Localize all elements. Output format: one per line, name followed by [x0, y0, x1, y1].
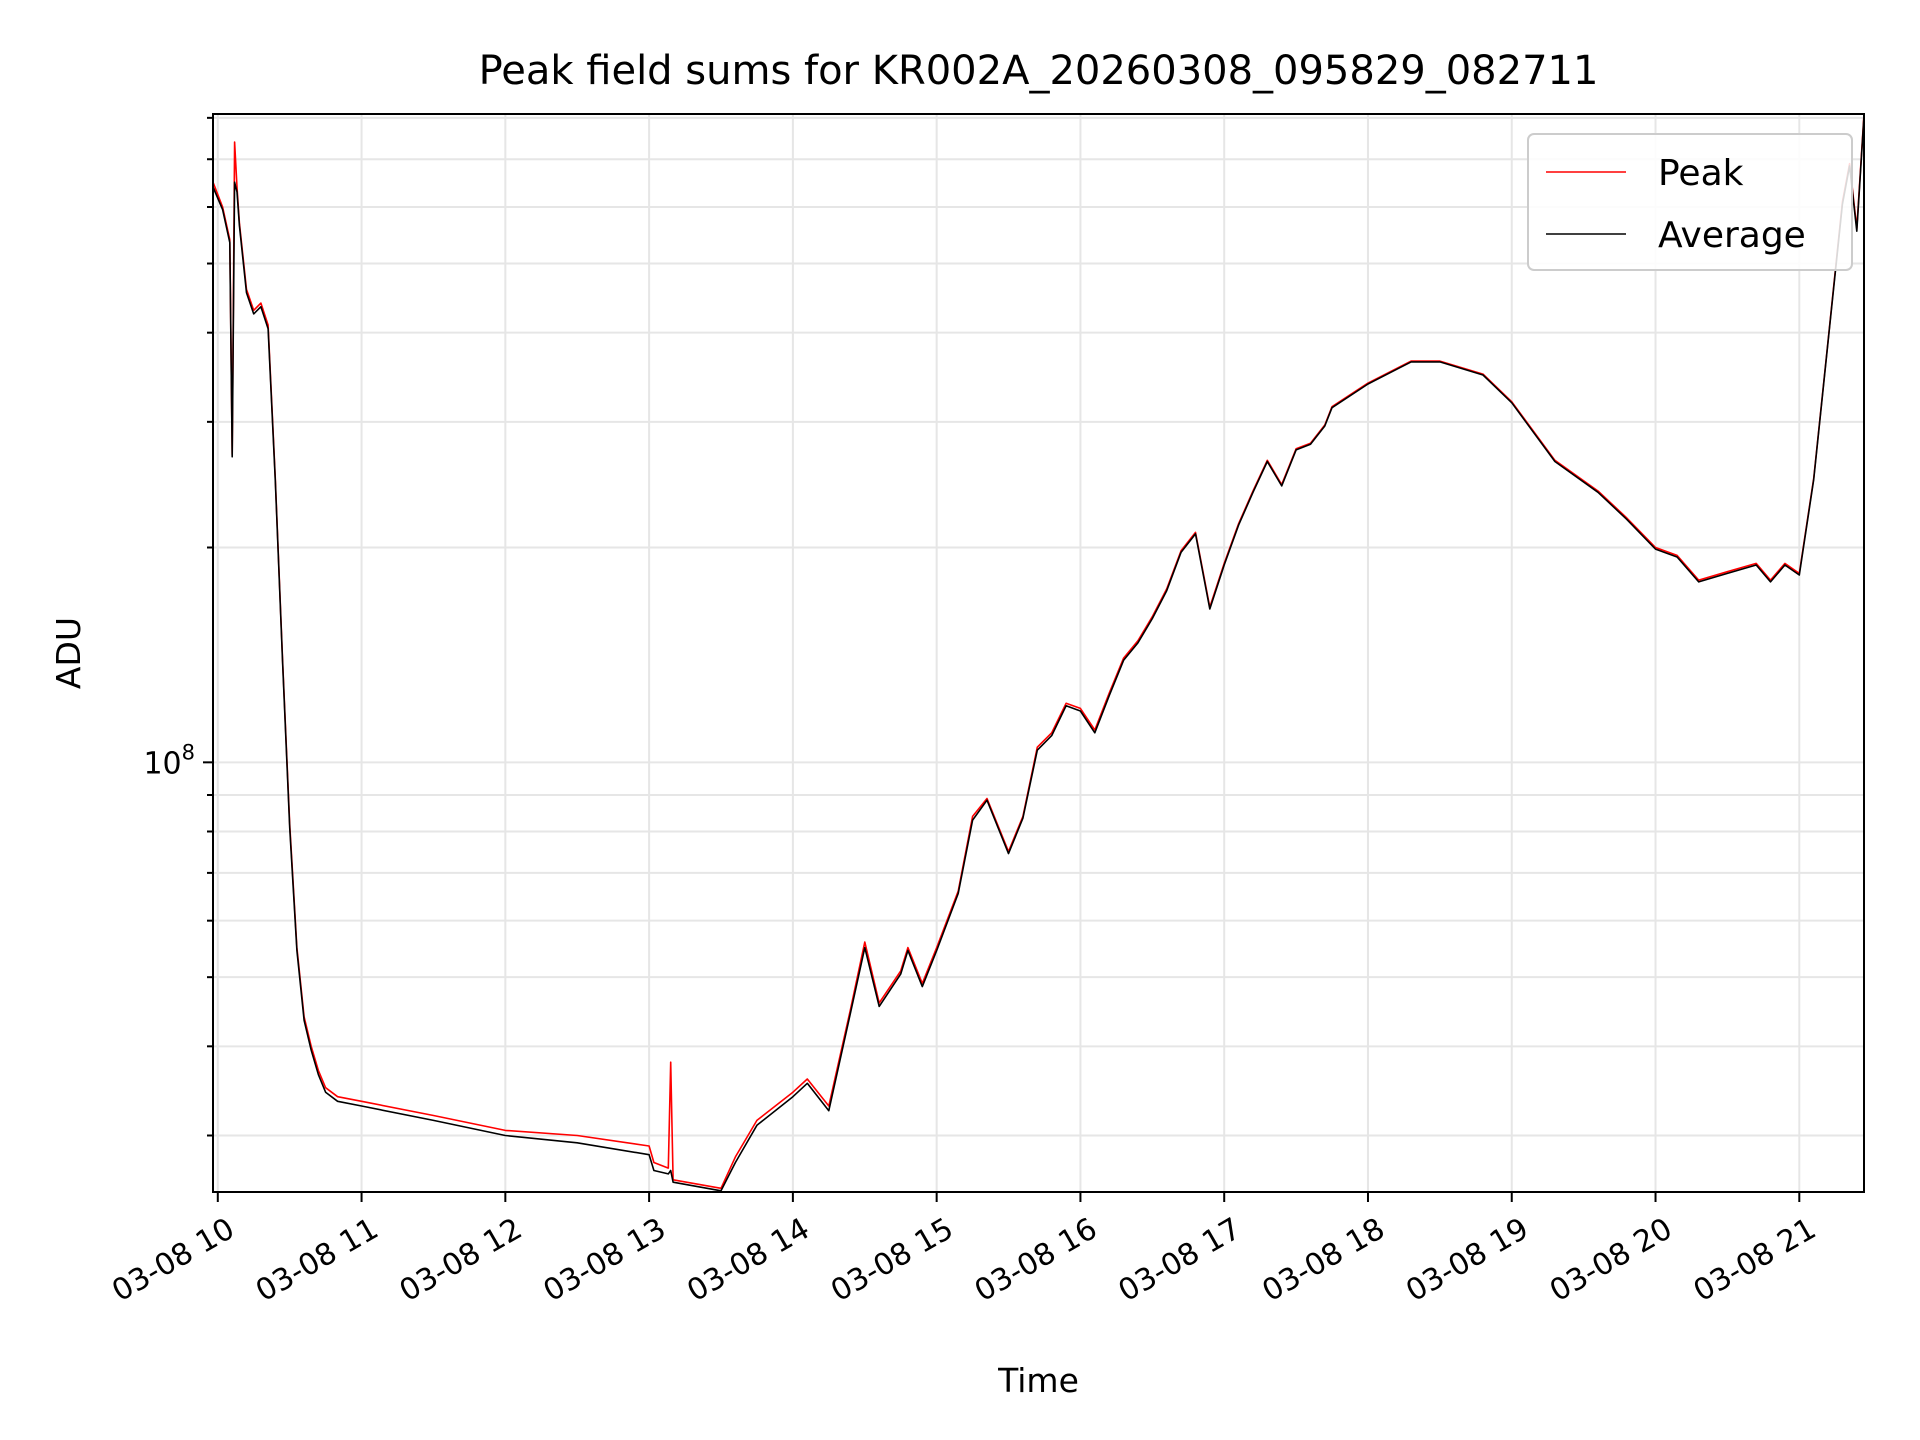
- chart-title: Peak field sums for KR002A_20260308_0958…: [479, 48, 1599, 94]
- y-axis-ticks: 108: [143, 116, 213, 1137]
- plot-frame: [212, 113, 1865, 1193]
- legend-label-average: Average: [1658, 215, 1806, 256]
- series-line-average: [212, 115, 1865, 1192]
- y-axis-label: ADU: [49, 617, 88, 689]
- legend: Peak Average: [1527, 133, 1853, 271]
- series-layer: [212, 113, 1865, 1192]
- legend-box: [1527, 133, 1853, 271]
- x-axis-label: Time: [997, 1361, 1079, 1400]
- y-tick-label: 108: [143, 740, 195, 781]
- legend-label-peak: Peak: [1658, 153, 1744, 194]
